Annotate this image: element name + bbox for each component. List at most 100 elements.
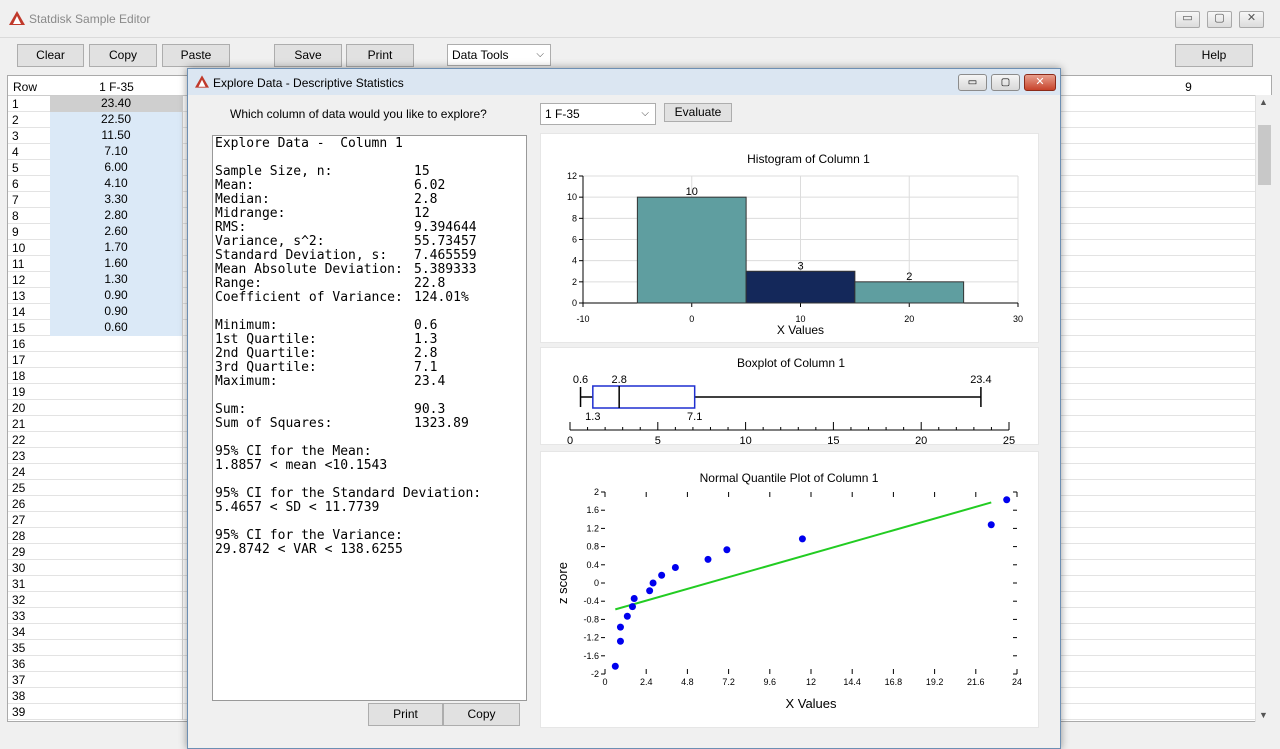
table-cell[interactable]	[50, 432, 183, 448]
data-point	[798, 535, 806, 543]
table-cell[interactable]	[50, 560, 183, 576]
table-cell[interactable]: 4.10	[50, 176, 183, 192]
stat-value: 7.465559	[414, 248, 477, 263]
close-button[interactable]: ✕	[1239, 11, 1264, 28]
table-cell[interactable]	[50, 352, 183, 368]
clear-button[interactable]: Clear	[17, 44, 84, 67]
scrollbar-thumb[interactable]	[1258, 125, 1271, 185]
table-cell[interactable]	[50, 400, 183, 416]
stat-value: 90.3	[414, 402, 446, 417]
scroll-up-icon[interactable]: ▲	[1259, 97, 1268, 107]
stat-label: Maximum:	[215, 374, 278, 389]
table-cell[interactable]	[50, 640, 183, 656]
table-cell[interactable]	[50, 592, 183, 608]
data-point	[646, 587, 654, 595]
y-tick-label: 0.8	[586, 542, 599, 552]
x-tick-label: 0	[602, 677, 607, 687]
x-tick-label: 20	[915, 435, 927, 446]
dialog-minimize-button[interactable]: ▭	[958, 74, 987, 91]
row-number: 11	[12, 257, 25, 271]
column-select[interactable]: 1 F-35 ⌵	[540, 103, 656, 125]
table-cell[interactable]: 22.50	[50, 112, 183, 128]
table-cell[interactable]	[50, 656, 183, 672]
table-cell[interactable]	[50, 368, 183, 384]
row-number: 12	[12, 273, 26, 287]
dialog-print-button[interactable]: Print	[368, 703, 443, 726]
row-number: 20	[12, 401, 26, 415]
maximize-button[interactable]: ▢	[1207, 11, 1232, 28]
table-cell[interactable]	[50, 704, 183, 720]
x-tick-label: 24	[1012, 677, 1022, 687]
table-cell[interactable]: 3.30	[50, 192, 183, 208]
table-cell[interactable]: 1.70	[50, 240, 183, 256]
row-number: 32	[12, 593, 26, 607]
paste-button[interactable]: Paste	[162, 44, 230, 67]
dialog-maximize-button[interactable]: ▢	[991, 74, 1020, 91]
stat-label: 95% CI for the Mean:	[215, 444, 372, 459]
stat-value: 5.389333	[414, 262, 477, 277]
boxplot-q3-label: 7.1	[687, 411, 702, 423]
table-cell[interactable]: 2.80	[50, 208, 183, 224]
table-cell[interactable]: 0.60	[50, 320, 183, 336]
save-button[interactable]: Save	[274, 44, 342, 67]
row-number: 9	[12, 225, 19, 239]
stat-value: 6.02	[414, 178, 446, 193]
boxplot-max-label: 23.4	[970, 374, 991, 386]
table-cell[interactable]: 1.60	[50, 256, 183, 272]
minimize-button[interactable]: ▭	[1175, 11, 1200, 28]
scroll-down-icon[interactable]: ▼	[1259, 710, 1268, 720]
table-cell[interactable]: 2.60	[50, 224, 183, 240]
stat-label: RMS:	[215, 220, 247, 235]
column-header-1[interactable]: 1 F-35	[99, 80, 134, 94]
table-cell[interactable]: 6.00	[50, 160, 183, 176]
table-cell[interactable]	[50, 688, 183, 704]
table-cell[interactable]	[50, 624, 183, 640]
row-number: 23	[12, 449, 26, 463]
table-cell[interactable]	[50, 384, 183, 400]
table-cell[interactable]	[50, 672, 183, 688]
table-cell[interactable]	[50, 512, 183, 528]
row-number: 21	[12, 417, 26, 431]
dialog-title: Explore Data - Descriptive Statistics	[213, 76, 404, 90]
table-cell[interactable]: 23.40	[50, 96, 183, 112]
data-point	[987, 521, 995, 529]
table-cell[interactable]	[50, 528, 183, 544]
table-cell[interactable]	[50, 464, 183, 480]
stat-value: 15	[414, 164, 430, 179]
evaluate-button[interactable]: Evaluate	[664, 103, 732, 122]
table-cell[interactable]	[50, 416, 183, 432]
row-number: 10	[12, 241, 26, 255]
stat-label: 95% CI for the Variance:	[215, 528, 403, 543]
stat-label: 5.4657 < SD < 11.7739	[215, 500, 380, 515]
table-cell[interactable]: 1.30	[50, 272, 183, 288]
table-cell[interactable]	[50, 576, 183, 592]
column-header-9[interactable]: 9	[1185, 80, 1192, 94]
y-tick-label: -2	[591, 669, 599, 679]
table-cell[interactable]	[50, 448, 183, 464]
table-cell[interactable]	[50, 480, 183, 496]
table-cell[interactable]	[50, 336, 183, 352]
trend-line	[615, 501, 992, 611]
data-point	[649, 579, 657, 587]
table-cell[interactable]: 11.50	[50, 128, 183, 144]
table-cell[interactable]: 0.90	[50, 304, 183, 320]
copy-button[interactable]: Copy	[89, 44, 157, 67]
stat-label: 95% CI for the Standard Deviation:	[215, 486, 482, 501]
table-cell[interactable]: 7.10	[50, 144, 183, 160]
dialog-close-button[interactable]: ✕	[1024, 74, 1056, 91]
table-cell[interactable]	[50, 608, 183, 624]
y-tick-label: 12	[567, 171, 577, 181]
table-cell[interactable]	[50, 544, 183, 560]
data-tools-dropdown[interactable]: Data Tools ⌵	[447, 44, 551, 66]
print-button[interactable]: Print	[346, 44, 414, 67]
help-button[interactable]: Help	[1175, 44, 1253, 67]
statdisk-logo-icon	[9, 11, 25, 25]
data-label: 3	[797, 260, 803, 272]
stat-value: 55.73457	[414, 234, 477, 249]
vertical-scrollbar[interactable]: ▲ ▼	[1255, 95, 1272, 722]
x-tick-label: 5	[655, 435, 661, 446]
table-cell[interactable]	[50, 496, 183, 512]
dialog-copy-button[interactable]: Copy	[443, 703, 520, 726]
table-cell[interactable]: 0.90	[50, 288, 183, 304]
x-tick-label: -10	[576, 314, 589, 324]
